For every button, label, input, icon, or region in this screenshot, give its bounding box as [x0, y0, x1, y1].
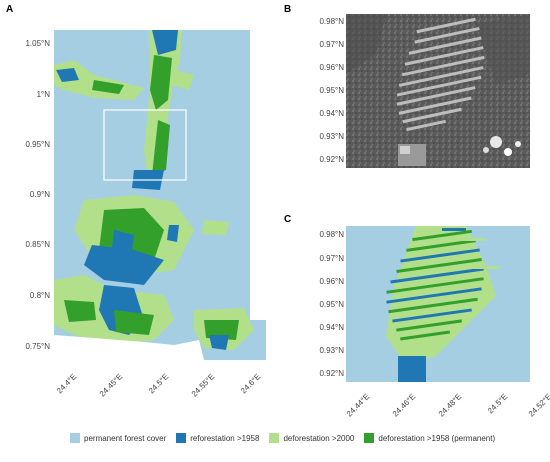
legend-item-deforestation-2000: deforestation >2000	[269, 433, 354, 443]
panel-a-ytick-0: 1.05°N	[25, 39, 50, 48]
panel-b-ytick-5: 0.93°N	[319, 132, 344, 141]
panel-a-svg	[54, 30, 266, 360]
legend-label-reforestation: reforestation >1958	[190, 433, 260, 443]
panel-c-xtick-0: 24.44°E	[344, 392, 372, 419]
panel-c-xtick-3: 24.5°E	[485, 392, 510, 416]
legend-swatch-reforestation	[176, 433, 187, 443]
panel-c-ytick-3: 0.95°N	[319, 300, 344, 309]
panel-c-stripes	[386, 228, 500, 341]
panel-b-ytick-2: 0.96°N	[319, 63, 344, 72]
panel-c-reforest-block	[398, 356, 426, 382]
legend-item-deforestation-1958: deforestation >1958 (permanent)	[364, 433, 495, 443]
inset-box	[103, 109, 187, 181]
panel-c-ytick-2: 0.96°N	[319, 277, 344, 286]
panel-b-image	[346, 14, 530, 168]
legend-item-reforestation: reforestation >1958	[176, 433, 259, 443]
panel-a-map	[54, 30, 266, 360]
panel-b-ytick-6: 0.92°N	[319, 155, 344, 164]
legend-label-permanent-forest: permanent forest cover	[84, 433, 167, 443]
panel-b-ytick-0: 0.98°N	[319, 17, 344, 26]
panel-b-svg	[346, 14, 530, 168]
panel-b-ytick-4: 0.94°N	[319, 109, 344, 118]
panel-a-xtick-4: 24.6°E	[238, 372, 263, 396]
panel-a-ytick-5: 0.8°N	[29, 291, 50, 300]
legend-label-deforestation-1958: deforestation >1958 (permanent)	[378, 433, 496, 443]
panel-c-ytick-5: 0.93°N	[319, 346, 344, 355]
panel-c-ytick-0: 0.98°N	[319, 230, 344, 239]
panel-b-ytick-3: 0.95°N	[319, 86, 344, 95]
panel-a-ytick-2: 0.95°N	[25, 140, 50, 149]
panel-a-ytick-1: 1°N	[36, 90, 50, 99]
panel-a-ytick-6: 0.75°N	[25, 342, 50, 351]
panel-a-letter: A	[6, 4, 14, 15]
panel-c-xtick-1: 24.46°E	[390, 392, 418, 419]
panel-c-ytick-1: 0.97°N	[319, 254, 344, 263]
panel-a-xtick-0: 24.4°E	[54, 372, 79, 396]
panel-c-map	[346, 226, 530, 382]
panel-c-xtick-2: 24.48°E	[436, 392, 464, 419]
panel-b-letter: B	[284, 4, 292, 15]
legend-label-deforestation-2000: deforestation >2000	[283, 433, 355, 443]
panel-a-ytick-3: 0.9°N	[29, 190, 50, 199]
panel-b-stripes	[396, 17, 485, 132]
panel-c-svg	[346, 226, 530, 382]
legend-swatch-permanent-forest	[70, 433, 80, 443]
panel-c-xtick-4: 24.52°E	[526, 392, 550, 419]
panel-a-xtick-1: 24.45°E	[97, 372, 125, 399]
panel-a-ytick-4: 0.85°N	[25, 240, 50, 249]
legend: permanent forest cover reforestation >19…	[70, 430, 550, 446]
legend-swatch-deforestation-2000	[269, 433, 280, 443]
panel-b-ytick-1: 0.97°N	[319, 40, 344, 49]
panel-c-ytick-6: 0.92°N	[319, 369, 344, 378]
panel-a-xtick-2: 24.5°E	[146, 372, 171, 396]
panel-c-ytick-4: 0.94°N	[319, 323, 344, 332]
panel-a-xtick-3: 24.55°E	[189, 372, 217, 399]
legend-item-permanent-forest: permanent forest cover	[70, 433, 166, 443]
legend-swatch-deforestation-1958	[364, 433, 375, 443]
panel-c-letter: C	[284, 214, 292, 225]
